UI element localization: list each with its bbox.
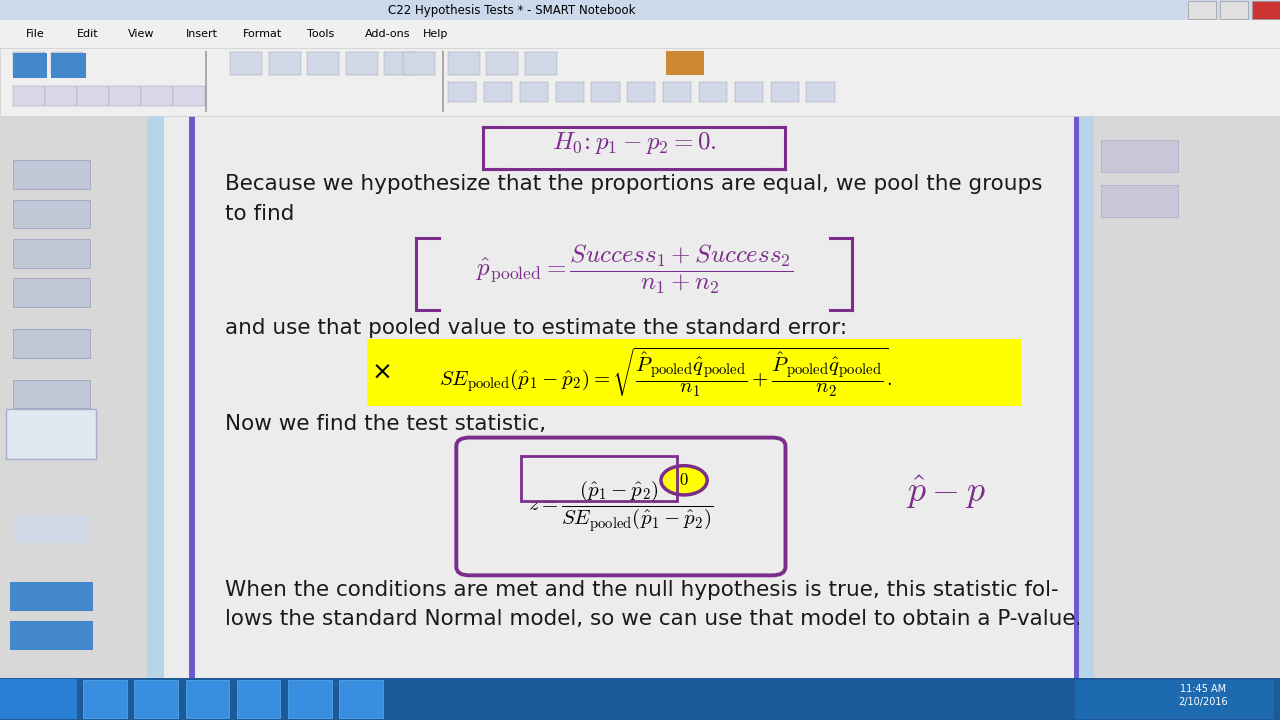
Text: When the conditions are met and the null hypothesis is true, this statistic fol-: When the conditions are met and the null… (225, 580, 1083, 629)
Text: $H_0\!: p_1 - p_2 = 0.$: $H_0\!: p_1 - p_2 = 0.$ (552, 130, 717, 156)
Text: $0$: $0$ (680, 471, 689, 489)
Text: Help: Help (422, 29, 448, 39)
Text: Edit: Edit (77, 29, 99, 39)
Bar (367, 339, 1021, 405)
Text: Insert: Insert (186, 29, 218, 39)
Text: View: View (128, 29, 155, 39)
Text: $\hat{p} - p$: $\hat{p} - p$ (906, 474, 986, 511)
Text: Now we find the test statistic,: Now we find the test statistic, (225, 414, 547, 434)
Bar (1074, 116, 1079, 678)
Text: Because we hypothesize that the proportions are equal, we pool the groups
to fin: Because we hypothesize that the proporti… (225, 174, 1042, 224)
Text: $SE_{\mathrm{pooled}}(\hat{p}_1 - \hat{p}_2) = \sqrt{\dfrac{\hat{P}_{\mathrm{poo: $SE_{\mathrm{pooled}}(\hat{p}_1 - \hat{p… (439, 345, 892, 399)
Text: and use that pooled value to estimate the standard error:: and use that pooled value to estimate th… (225, 318, 847, 338)
Circle shape (660, 466, 707, 495)
Text: File: File (26, 29, 45, 39)
Text: Format: Format (243, 29, 283, 39)
Text: Tools: Tools (307, 29, 334, 39)
Text: $\times$: $\times$ (371, 360, 390, 384)
Text: C22 Hypothesis Tests * - SMART Notebook: C22 Hypothesis Tests * - SMART Notebook (388, 4, 636, 17)
Text: $\hat{p}_{\mathrm{pooled}} = \dfrac{\mathit{Success}_1 + \mathit{Success}_2}{n_1: $\hat{p}_{\mathrm{pooled}} = \dfrac{\mat… (476, 243, 792, 296)
Text: 11:45 AM
2/10/2016: 11:45 AM 2/10/2016 (1179, 684, 1228, 707)
Bar (189, 116, 195, 678)
Text: Add-ons: Add-ons (365, 29, 411, 39)
Text: $z = \dfrac{(\hat{p}_1 - \hat{p}_2) - 0}{SE_{\mathrm{pooled}}(\hat{p}_1 - \hat{p: $z = \dfrac{(\hat{p}_1 - \hat{p}_2) - 0}… (529, 479, 714, 534)
